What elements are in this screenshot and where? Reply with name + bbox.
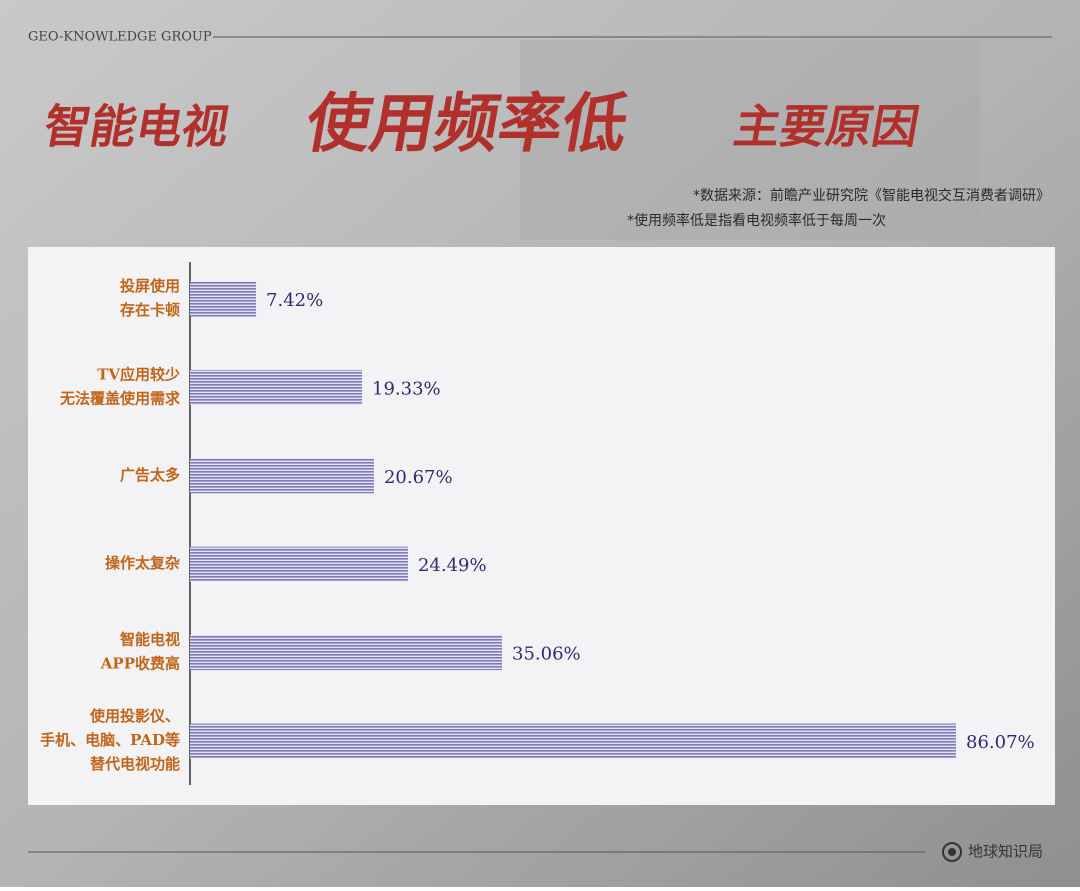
category-line: 无法覆盖使用需求: [59, 389, 181, 407]
bar: [190, 635, 503, 671]
category-label: 操作太复杂: [105, 554, 180, 572]
bar: [190, 369, 363, 405]
value-label: 35.06%: [512, 644, 581, 665]
title: 智能电视 使用频率低 主要原因: [40, 87, 923, 161]
category-line: APP收费高: [100, 655, 180, 673]
brand: GEO-KNOWLEDGE GROUP: [28, 30, 212, 45]
bar: [190, 723, 957, 759]
title-part: 使用频率低: [300, 87, 633, 161]
footer-text: 地球知识局: [968, 843, 1043, 861]
chart-panel: [28, 247, 1055, 805]
category-line: TV应用较少: [97, 365, 180, 383]
bar: [190, 458, 374, 494]
category-line: 广告太多: [120, 466, 180, 484]
category-line: 智能电视: [120, 631, 180, 649]
footer-icon: [948, 848, 956, 856]
bar: [190, 546, 408, 582]
category-line: 替代电视功能: [90, 755, 180, 773]
value-label: 20.67%: [384, 467, 453, 488]
category-line: 存在卡顿: [120, 301, 180, 319]
title-part: 智能电视: [40, 100, 233, 154]
note: *使用频率低是指看电视频率低于每周一次: [627, 212, 886, 229]
category-label: 使用投影仪、手机、电脑、PAD等替代电视功能: [40, 707, 180, 773]
title-part: 主要原因: [730, 100, 923, 154]
bar: [190, 281, 257, 317]
category-label: TV应用较少无法覆盖使用需求: [59, 365, 181, 407]
category-line: 使用投影仪、: [89, 707, 180, 725]
category-label: 投屏使用存在卡顿: [120, 277, 180, 319]
category-line: 手机、电脑、PAD等: [40, 731, 180, 749]
category-line: 投屏使用: [120, 277, 180, 295]
category-label: 智能电视 APP收费高: [100, 631, 180, 673]
value-label: 24.49%: [418, 555, 487, 576]
category-line: 操作太复杂: [105, 554, 180, 572]
value-label: 19.33%: [372, 378, 441, 399]
note: *数据来源：前瞻产业研究院《智能电视交互消费者调研》: [693, 187, 1050, 204]
photo-shade: [520, 40, 980, 240]
footer-icon: [942, 842, 962, 862]
value-label: 7.42%: [266, 290, 323, 311]
category-label: 广告太多: [120, 466, 180, 484]
value-label: 86.07%: [966, 732, 1035, 753]
